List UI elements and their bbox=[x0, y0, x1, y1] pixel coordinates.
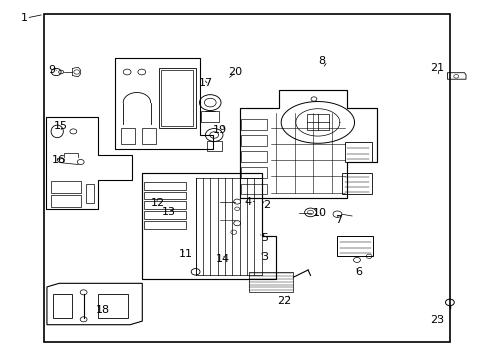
Text: 3: 3 bbox=[261, 252, 267, 262]
Text: 19: 19 bbox=[213, 125, 226, 135]
Text: 17: 17 bbox=[198, 78, 212, 88]
Bar bbox=[240, 184, 267, 194]
Bar bbox=[342, 173, 371, 194]
Bar bbox=[85, 184, 94, 203]
Bar bbox=[161, 70, 193, 126]
Bar bbox=[51, 181, 81, 193]
Bar bbox=[53, 294, 72, 318]
Bar bbox=[344, 142, 371, 162]
Bar bbox=[98, 294, 127, 318]
Text: 7: 7 bbox=[334, 215, 342, 225]
Text: 6: 6 bbox=[354, 267, 361, 277]
Bar bbox=[144, 182, 185, 190]
Bar bbox=[121, 128, 135, 144]
Bar bbox=[144, 192, 185, 199]
Bar bbox=[142, 128, 156, 144]
Bar bbox=[159, 68, 195, 128]
Text: 1: 1 bbox=[20, 13, 27, 23]
Text: 4: 4 bbox=[244, 197, 251, 207]
Bar bbox=[240, 119, 267, 130]
Bar bbox=[240, 135, 267, 146]
Text: 23: 23 bbox=[429, 315, 443, 325]
Bar bbox=[51, 195, 81, 207]
Bar bbox=[144, 211, 185, 219]
Bar bbox=[44, 14, 449, 342]
Text: 18: 18 bbox=[96, 305, 109, 315]
Text: 10: 10 bbox=[312, 208, 326, 218]
Bar bbox=[337, 236, 372, 256]
Bar bbox=[240, 167, 267, 178]
Text: 13: 13 bbox=[162, 207, 175, 217]
Text: 21: 21 bbox=[429, 63, 443, 73]
Bar bbox=[306, 114, 328, 130]
Text: 22: 22 bbox=[277, 296, 291, 306]
Bar bbox=[144, 221, 185, 229]
Text: 12: 12 bbox=[150, 198, 164, 208]
Text: 5: 5 bbox=[261, 233, 267, 243]
Text: 9: 9 bbox=[48, 65, 55, 75]
Text: 2: 2 bbox=[263, 200, 269, 210]
Text: 16: 16 bbox=[51, 155, 65, 165]
Text: 8: 8 bbox=[318, 56, 325, 66]
Bar bbox=[249, 272, 293, 292]
Text: 20: 20 bbox=[227, 67, 242, 77]
Text: 15: 15 bbox=[53, 121, 67, 131]
Text: 11: 11 bbox=[179, 249, 192, 259]
Bar bbox=[144, 201, 185, 209]
Bar bbox=[240, 151, 267, 162]
Text: 14: 14 bbox=[215, 254, 229, 264]
